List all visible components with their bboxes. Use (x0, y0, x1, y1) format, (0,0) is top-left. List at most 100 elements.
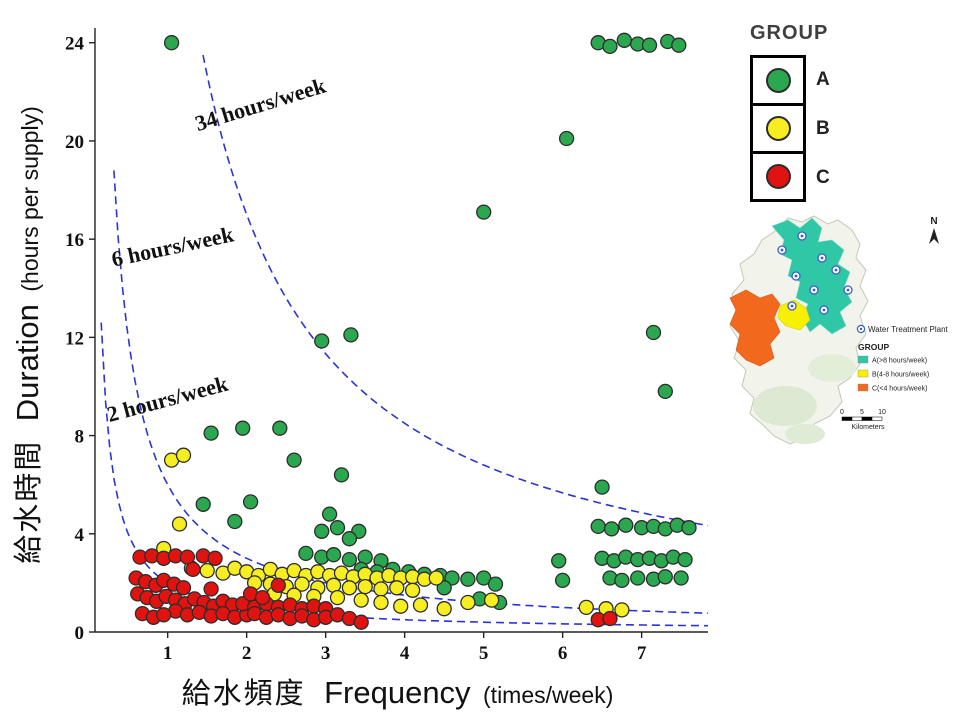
group-legend: GROUP A B C (750, 22, 830, 202)
scale-tick-10: 10 (878, 409, 886, 416)
plant-marker (831, 265, 841, 275)
data-point-C (254, 589, 271, 606)
data-point-A (594, 479, 610, 495)
data-point-A (444, 570, 460, 586)
data-point-B (404, 582, 421, 598)
data-point-B (175, 447, 192, 463)
legend-dot-b (765, 116, 791, 141)
legend-label-a: A (816, 68, 830, 90)
legend-label-c: C (816, 166, 830, 188)
data-point-A (195, 496, 211, 512)
x-tick-label: 7 (637, 643, 647, 664)
data-point-A (235, 420, 251, 436)
x-tick-label: 1 (163, 643, 173, 664)
map-legend-title: GROUP (858, 342, 890, 352)
curve-label: 2 hours/week (104, 371, 231, 427)
data-point-B (373, 581, 389, 597)
map-legend-swatch-b (857, 369, 869, 378)
map-legend-label-a: A(>8 hours/week) (872, 358, 927, 365)
data-point-A (641, 37, 658, 53)
map-legend-swatch-a (857, 355, 869, 364)
data-point-C (602, 610, 618, 627)
data-point-A (614, 572, 630, 589)
data-point-A (602, 38, 618, 55)
map-terrain-patch (753, 386, 817, 426)
scale-tick-5: 5 (860, 409, 864, 416)
plant-marker (819, 305, 829, 315)
plant-marker (809, 285, 819, 295)
y-axis-title-jp: 給水時間 (13, 439, 45, 564)
y-tick-label: 0 (75, 623, 85, 644)
data-point-A (657, 569, 673, 585)
x-tick-label: 6 (558, 643, 568, 664)
x-axis-title-en: Frequency (324, 675, 471, 710)
scale-bar (841, 416, 883, 421)
data-point-C (203, 581, 219, 597)
x-tick-label: 5 (479, 643, 489, 664)
plant-marker (791, 271, 801, 281)
data-point-C (353, 614, 369, 630)
data-point-B (436, 601, 452, 617)
data-point-A (460, 571, 476, 587)
data-point-B (171, 516, 188, 532)
data-point-C (207, 550, 223, 566)
y-axis-title-en: Duration (10, 304, 45, 422)
north-arrow-icon (929, 228, 939, 244)
data-point-A (203, 425, 219, 441)
data-point-A (314, 523, 330, 539)
legend-label-b: B (816, 117, 830, 139)
north-label: N (930, 216, 937, 227)
data-point-B (329, 589, 346, 606)
data-point-C (179, 549, 196, 565)
data-point-B (199, 562, 215, 579)
data-point-A (677, 551, 693, 568)
scale-unit-label: Kilometers (851, 424, 885, 431)
data-point-A (314, 333, 330, 349)
data-point-A (325, 547, 342, 563)
data-point-B (393, 598, 409, 614)
data-point-A (671, 37, 687, 53)
x-axis-title-jp: 給水頻度 (181, 678, 306, 710)
map-region-b (777, 299, 811, 331)
data-point-A (321, 506, 338, 522)
plant-legend-icon (856, 324, 866, 334)
map-region-a (771, 217, 853, 335)
x-axis-title: 給水頻度 Frequency (times/week) (85, 670, 710, 712)
legend-box (750, 55, 806, 202)
y-axis-title-unit: (hours per supply) (17, 106, 43, 292)
data-point-B (294, 576, 310, 592)
data-point-B (373, 594, 389, 611)
legend-dot-a (765, 68, 791, 93)
data-point-A (341, 531, 358, 547)
map-region-c (729, 289, 781, 367)
data-point-A (603, 521, 620, 537)
data-point-A (286, 452, 302, 468)
plant-marker (817, 253, 827, 263)
data-point-A (227, 513, 243, 530)
data-point-A (242, 494, 259, 510)
y-tick-label: 12 (65, 328, 84, 349)
map-legend-label-c: C(<4 hours/week) (872, 386, 927, 393)
data-point-A (681, 520, 697, 536)
data-point-C (270, 577, 286, 593)
data-point-A (590, 518, 606, 535)
data-point-A (163, 35, 180, 51)
plant-marker (787, 301, 797, 311)
data-point-A (476, 570, 492, 586)
data-point-A (333, 467, 350, 483)
legend-cell-a (753, 58, 803, 106)
data-point-B (614, 602, 630, 618)
data-point-A (645, 324, 662, 341)
map-terrain-patch (808, 354, 856, 382)
data-point-A (343, 327, 359, 343)
data-point-A (618, 517, 634, 533)
data-point-A (487, 576, 504, 592)
plant-marker (843, 285, 853, 295)
legend-body: A B C (750, 55, 830, 202)
y-axis-title: 給水時間 Duration (hours per supply) (5, 106, 47, 563)
legend-dot-c (765, 164, 791, 189)
data-point-B (353, 592, 369, 608)
data-point-B (341, 580, 358, 596)
data-point-C (156, 607, 172, 623)
